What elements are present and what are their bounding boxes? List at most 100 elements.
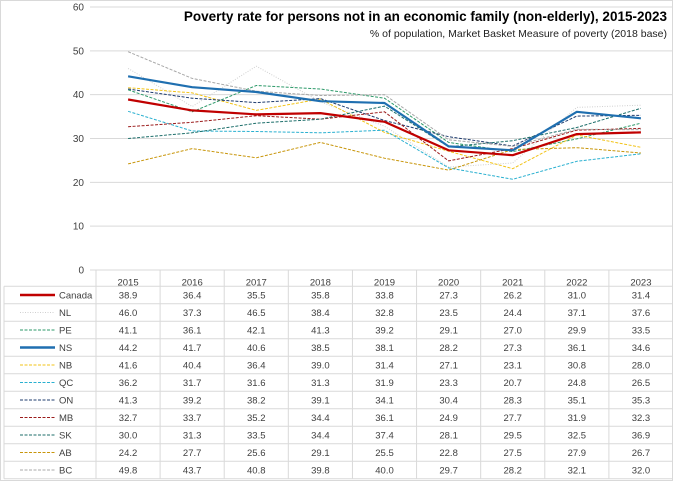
data-label: 31.9	[568, 413, 587, 424]
data-label: 24.2	[119, 448, 138, 459]
data-label: 32.5	[568, 431, 587, 442]
data-label: 40.0	[375, 466, 394, 477]
series-line-canada	[127, 98, 641, 157]
data-label: 44.2	[119, 343, 138, 354]
data-label: 36.1	[183, 326, 202, 337]
data-label: 35.2	[247, 413, 266, 424]
data-label: 41.3	[311, 326, 330, 337]
data-label: 26.7	[632, 448, 651, 459]
series-line-qc	[127, 110, 641, 180]
series-line-ns	[127, 75, 642, 152]
data-label: 31.6	[247, 378, 266, 389]
data-label: 28.2	[503, 466, 522, 477]
x-tick-label: 2016	[182, 278, 203, 289]
data-label: 35.1	[568, 396, 587, 407]
x-tick-label: 2023	[630, 278, 651, 289]
x-tick-label: 2019	[374, 278, 395, 289]
data-label: 27.9	[568, 448, 587, 459]
series-line-bc	[127, 51, 641, 147]
data-label: 30.0	[119, 431, 138, 442]
data-label: 25.6	[247, 448, 266, 459]
data-label: 41.7	[183, 343, 202, 354]
data-label: 28.3	[503, 396, 522, 407]
data-label: 33.7	[183, 413, 202, 424]
data-label: 37.6	[632, 308, 651, 319]
data-label: 36.9	[632, 431, 651, 442]
data-label: 27.7	[183, 448, 202, 459]
data-label: 38.1	[375, 343, 394, 354]
x-tick-label: 2017	[246, 278, 267, 289]
data-label: 36.1	[375, 413, 394, 424]
data-label: 34.4	[311, 413, 330, 424]
data-label: 40.6	[247, 343, 266, 354]
data-label: 41.6	[119, 361, 138, 372]
legend-label: NB	[59, 361, 72, 372]
data-label: 38.5	[311, 343, 330, 354]
x-tick-label: 2018	[310, 278, 331, 289]
data-label: 42.1	[247, 326, 266, 337]
data-label: 43.7	[183, 466, 202, 477]
x-tick-label: 2020	[438, 278, 459, 289]
data-label: 32.7	[119, 413, 138, 424]
data-label: 29.1	[311, 448, 330, 459]
legend-label: MB	[59, 413, 73, 424]
data-label: 33.5	[632, 326, 651, 337]
legend-label: QC	[59, 378, 73, 389]
data-label: 25.5	[375, 448, 394, 459]
data-label: 22.8	[439, 448, 458, 459]
data-label: 30.4	[439, 396, 458, 407]
data-label: 35.8	[311, 291, 330, 302]
data-label: 23.5	[439, 308, 458, 319]
data-label: 28.2	[439, 343, 458, 354]
data-label: 38.4	[311, 308, 330, 319]
data-label: 36.2	[119, 378, 138, 389]
data-label: 46.5	[247, 308, 266, 319]
legend-label: PE	[59, 326, 72, 337]
data-label: 31.9	[375, 378, 394, 389]
data-label: 37.3	[183, 308, 202, 319]
data-label: 36.4	[247, 361, 266, 372]
y-tick-label: 20	[73, 178, 85, 189]
data-label: 26.5	[632, 378, 651, 389]
series-line-nb	[128, 87, 641, 170]
data-label: 24.8	[568, 378, 587, 389]
series-line-pe	[127, 85, 642, 153]
series-line-on	[128, 88, 641, 147]
y-tick-label: 40	[73, 90, 85, 101]
y-tick-label: 50	[73, 46, 85, 57]
data-label: 36.4	[183, 291, 202, 302]
data-label: 20.7	[503, 378, 522, 389]
data-label: 35.5	[247, 291, 266, 302]
data-label: 34.4	[311, 431, 330, 442]
data-label: 27.1	[439, 361, 458, 372]
data-label: 39.2	[375, 326, 394, 337]
data-label: 33.8	[375, 291, 394, 302]
data-label: 34.6	[632, 343, 651, 354]
x-tick-label: 2022	[566, 278, 587, 289]
legend-label: ON	[59, 396, 73, 407]
y-tick-label: 30	[73, 134, 85, 145]
data-label: 40.4	[183, 361, 202, 372]
y-tick-label: 10	[73, 222, 85, 233]
data-label: 27.0	[503, 326, 522, 337]
data-label: 31.4	[632, 291, 651, 302]
data-label: 24.4	[503, 308, 522, 319]
data-label: 37.1	[568, 308, 587, 319]
data-label: 49.8	[119, 466, 138, 477]
data-label: 31.3	[311, 378, 330, 389]
data-label: 26.2	[503, 291, 522, 302]
data-label: 27.3	[503, 343, 522, 354]
data-label: 27.5	[503, 448, 522, 459]
data-label: 28.1	[439, 431, 458, 442]
data-label: 33.5	[247, 431, 266, 442]
data-label: 46.0	[119, 308, 138, 319]
data-label: 40.8	[247, 466, 266, 477]
data-label: 27.3	[439, 291, 458, 302]
data-label: 41.3	[119, 396, 138, 407]
legend-label: NS	[59, 343, 72, 354]
chart-title: Poverty rate for persons not in an econo…	[184, 9, 668, 24]
data-label: 32.0	[632, 466, 651, 477]
gridlines: 0 10 20 30 40 50 60	[73, 3, 673, 277]
data-label: 38.2	[247, 396, 266, 407]
